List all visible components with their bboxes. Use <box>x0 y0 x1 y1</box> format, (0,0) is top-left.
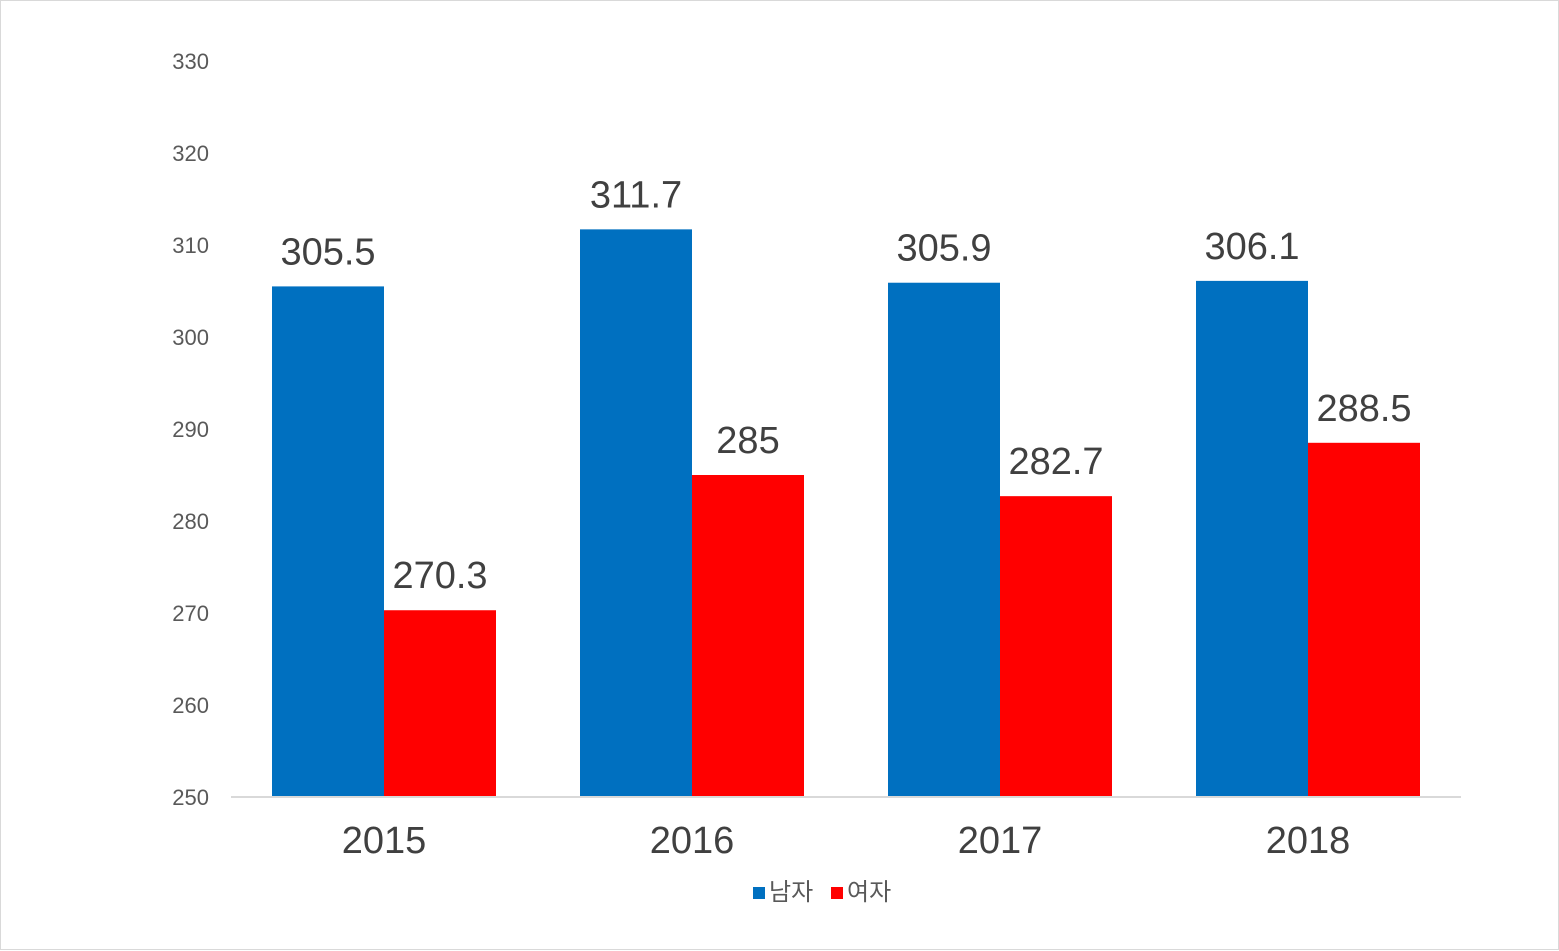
y-tick-label: 250 <box>172 785 209 810</box>
data-label: 311.7 <box>590 174 682 216</box>
y-tick-label: 290 <box>172 417 209 442</box>
data-label: 305.9 <box>896 228 991 270</box>
bar-2016-series-0 <box>580 229 692 798</box>
y-axis-ticks: 250 260 270 280 290 300 310 320 330 <box>172 49 209 810</box>
data-label: 282.7 <box>1008 441 1103 483</box>
x-axis-ticks: 2015 2016 2017 2018 <box>342 820 1351 862</box>
bar-2015-series-0 <box>272 286 384 797</box>
y-tick-label: 310 <box>172 233 209 258</box>
y-tick-label: 280 <box>172 509 209 534</box>
y-tick-label: 260 <box>172 693 209 718</box>
data-label: 306.1 <box>1204 226 1299 268</box>
bars <box>272 229 1420 798</box>
data-label: 305.5 <box>280 231 375 273</box>
legend-label: 여자 <box>847 879 891 906</box>
data-label: 285 <box>716 420 779 462</box>
legend-swatch <box>831 887 843 899</box>
bar-2016-series-1 <box>692 475 804 797</box>
x-tick-label: 2016 <box>650 820 735 862</box>
x-tick-label: 2018 <box>1266 820 1351 862</box>
bar-2015-series-1 <box>384 610 496 797</box>
y-tick-label: 330 <box>172 49 209 74</box>
bar-2017-series-0 <box>888 282 1000 798</box>
y-tick-label: 300 <box>172 325 209 350</box>
bar-2018-series-1 <box>1308 442 1420 797</box>
data-label: 288.5 <box>1316 388 1411 430</box>
x-tick-label: 2017 <box>958 820 1043 862</box>
y-tick-label: 320 <box>172 141 209 166</box>
bar-2018-series-0 <box>1196 280 1308 797</box>
bar-2017-series-1 <box>1000 496 1112 797</box>
legend-swatch <box>753 887 765 899</box>
data-labels: 305.5 270.3 311.7 285 305.9 282.7 306.1 288.5 <box>280 174 1411 597</box>
data-label: 270.3 <box>392 555 487 597</box>
legend-label: 남자 <box>769 879 813 906</box>
legend: 남자 여자 <box>753 879 891 906</box>
x-tick-label: 2015 <box>342 820 427 862</box>
y-tick-label: 270 <box>172 601 209 626</box>
